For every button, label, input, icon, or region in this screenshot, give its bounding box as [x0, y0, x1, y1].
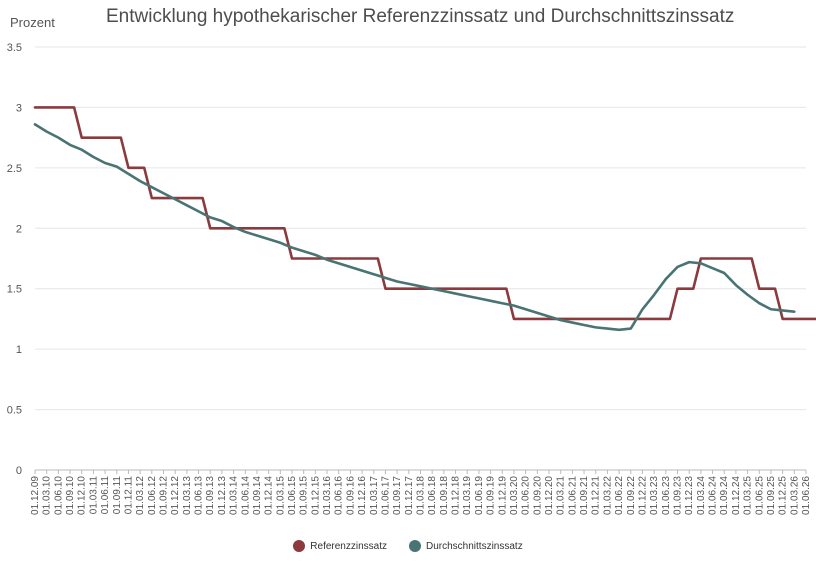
x-tick-label: 01.03.21: [556, 476, 567, 515]
y-tick-label: 2: [16, 223, 22, 235]
x-tick-label: 01.12.15: [310, 476, 321, 515]
x-tick-label: 01.09.22: [626, 476, 637, 515]
x-tick-label: 01.06.11: [100, 476, 111, 515]
legend-item-referenzzinssatz[interactable]: Referenzzinssatz: [293, 540, 387, 552]
x-tick-label: 01.12.11: [123, 476, 134, 515]
legend: Referenzzinssatz Durchschnittszinssatz: [0, 540, 816, 552]
legend-label-durchschnittszinssatz: Durchschnittszinssatz: [426, 540, 523, 552]
x-tick-label: 01.06.24: [708, 476, 719, 515]
x-tick-label: 01.03.17: [369, 476, 380, 515]
legend-marker-durchschnittszinssatz: [409, 540, 421, 552]
x-tick-label: 01.03.26: [789, 476, 800, 515]
y-tick-label: 0.5: [7, 405, 22, 417]
y-tick-label: 2.5: [7, 163, 22, 175]
x-tick-label: 01.12.23: [684, 476, 695, 515]
y-tick-label: 0: [16, 465, 22, 477]
x-tick-label: 01.12.10: [77, 476, 88, 515]
x-tick-label: 01.03.22: [602, 476, 613, 515]
x-tick-label: 01.09.15: [299, 476, 310, 515]
x-tick-label: 01.09.13: [205, 476, 216, 515]
x-tick-label: 01.06.14: [240, 476, 251, 515]
x-tick-label: 01.09.21: [579, 476, 590, 515]
x-tick-label: 01.06.26: [801, 476, 812, 515]
series-line-durchschnittszinssatz: [33, 123, 796, 332]
x-tick-label: 01.06.12: [147, 476, 158, 515]
x-tick-label: 01.12.18: [451, 476, 462, 515]
x-tick-label: 01.03.15: [275, 476, 286, 515]
x-tick-label: 01.09.18: [439, 476, 450, 515]
series-lines: [33, 106, 816, 332]
x-tick-label: 01.03.23: [649, 476, 660, 515]
x-tick-label: 01.03.10: [42, 476, 53, 515]
y-tick-label: 1.5: [7, 284, 22, 296]
chart-title: Entwicklung hypothekarischer Referenzzin…: [106, 6, 735, 27]
x-tick-label: 01.12.20: [544, 476, 555, 515]
x-tick-label: 01.06.16: [334, 476, 345, 515]
y-tick-label: 3.5: [7, 42, 22, 54]
legend-item-durchschnittszinssatz[interactable]: Durchschnittszinssatz: [409, 540, 523, 552]
x-tick-label: 01.12.19: [497, 476, 508, 515]
x-tick-label: 01.12.24: [731, 476, 742, 515]
y-axis-ticks: 0 0.5 1 1.5 2 2.5 3 3.5: [7, 42, 22, 477]
x-tick-label: 01.09.11: [112, 476, 123, 515]
line-chart: 00.511.522.533.5 01.12.09 01.03.10 01.06.1…: [7, 42, 816, 515]
x-tick-label: 01.09.14: [252, 476, 263, 515]
x-tick-label: 01.09.24: [719, 476, 730, 515]
x-tick-label: 01.12.09: [30, 476, 41, 515]
x-tick-label: 01.09.20: [532, 476, 543, 515]
x-tick-label: 01.03.19: [462, 476, 473, 515]
x-tick-label: 01.06.18: [427, 476, 438, 515]
x-tick-label: 01.03.24: [696, 476, 707, 515]
x-tick-label: 01.12.13: [217, 476, 228, 515]
x-tick-label: 01.12.14: [264, 476, 275, 515]
x-tick-label: 01.09.16: [345, 476, 356, 515]
x-tick-label: 01.12.22: [637, 476, 648, 515]
y-tick-label: 3: [16, 102, 22, 114]
legend-label-referenzzinssatz: Referenzzinssatz: [310, 540, 387, 552]
x-tick-label: 01.03.20: [509, 476, 520, 515]
x-tick-label: 01.03.11: [88, 476, 99, 515]
x-tick-label: 01.03.13: [182, 476, 193, 515]
x-axis-ticks: 01.12.09 01.03.10 01.06.10 01.09.10 01.12.10…: [30, 470, 812, 515]
x-tick-label: 01.06.25: [754, 476, 765, 515]
x-tick-label: 01.03.18: [416, 476, 427, 515]
x-tick-label: 01.06.20: [521, 476, 532, 515]
x-tick-label: 01.06.22: [614, 476, 625, 515]
x-tick-label: 01.06.21: [567, 476, 578, 515]
x-tick-label: 01.03.12: [135, 476, 146, 515]
x-tick-label: 01.09.17: [392, 476, 403, 515]
gridlines: [35, 46, 806, 471]
legend-marker-referenzzinssatz: [293, 540, 306, 552]
x-tick-label: 01.12.25: [778, 476, 789, 515]
x-tick-label: 01.09.12: [159, 476, 170, 515]
x-tick-label: 01.03.25: [743, 476, 754, 515]
x-tick-label: 01.06.23: [661, 476, 672, 515]
x-tick-label: 01.09.25: [766, 476, 777, 515]
series-line-referenzzinssatz: [33, 106, 816, 321]
x-tick-label: 01.09.23: [673, 476, 684, 515]
x-tick-label: 01.06.19: [474, 476, 485, 515]
x-tick-label: 01.12.16: [357, 476, 368, 515]
x-tick-label: 01.09.19: [486, 476, 497, 515]
x-tick-label: 01.06.17: [380, 476, 391, 515]
x-tick-label: 01.09.10: [65, 476, 76, 515]
y-tick-label: 1: [16, 344, 22, 356]
y-axis-unit-label: Prozent: [10, 15, 55, 30]
x-tick-label: 01.06.10: [53, 476, 64, 515]
x-tick-label: 01.12.17: [404, 476, 415, 515]
x-tick-label: 01.12.12: [170, 476, 181, 515]
x-tick-label: 01.03.14: [229, 476, 240, 515]
x-tick-label: 01.03.16: [322, 476, 333, 515]
x-tick-label: 01.06.13: [194, 476, 205, 515]
x-tick-label: 01.06.15: [287, 476, 298, 515]
x-tick-label: 01.12.21: [591, 476, 602, 515]
